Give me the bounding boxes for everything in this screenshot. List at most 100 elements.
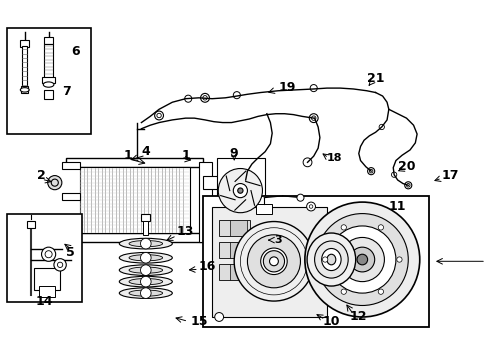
Bar: [212, 207, 327, 317]
Ellipse shape: [321, 248, 341, 271]
Bar: [230, 242, 247, 258]
Bar: [62, 162, 79, 170]
Circle shape: [341, 289, 346, 294]
Circle shape: [263, 251, 285, 272]
Bar: [230, 264, 247, 280]
Bar: [62, 221, 79, 229]
Circle shape: [378, 289, 384, 294]
Circle shape: [42, 247, 56, 261]
Text: 13: 13: [177, 225, 194, 238]
Circle shape: [218, 168, 263, 213]
Text: 9: 9: [230, 147, 239, 160]
Ellipse shape: [119, 288, 172, 298]
Circle shape: [397, 257, 402, 262]
Ellipse shape: [129, 290, 163, 296]
Bar: [199, 162, 212, 242]
Bar: [219, 220, 250, 236]
Bar: [203, 207, 221, 220]
Text: 18: 18: [326, 153, 342, 163]
Ellipse shape: [43, 82, 54, 87]
Bar: [21, 86, 28, 93]
Text: 4: 4: [142, 145, 150, 158]
Circle shape: [141, 276, 151, 287]
Circle shape: [392, 172, 397, 177]
Bar: [256, 204, 272, 215]
Circle shape: [378, 225, 384, 230]
Text: 20: 20: [398, 160, 415, 173]
Text: 19: 19: [278, 81, 296, 94]
Text: 15: 15: [190, 315, 208, 328]
Bar: [203, 176, 221, 189]
Circle shape: [340, 238, 385, 282]
Text: 11: 11: [389, 200, 406, 213]
Circle shape: [357, 254, 368, 265]
Circle shape: [341, 225, 346, 230]
Bar: [53, 229, 75, 242]
Circle shape: [254, 233, 268, 247]
Circle shape: [305, 202, 420, 317]
Text: 14: 14: [35, 296, 53, 309]
Circle shape: [54, 258, 66, 271]
Text: 6: 6: [71, 45, 79, 58]
Text: 21: 21: [367, 72, 384, 85]
Circle shape: [329, 226, 396, 293]
Circle shape: [261, 248, 287, 275]
Bar: [143, 221, 148, 235]
Bar: [43, 77, 55, 83]
Ellipse shape: [119, 276, 172, 287]
Bar: [44, 37, 53, 44]
Ellipse shape: [307, 233, 356, 286]
Bar: [44, 90, 53, 99]
Ellipse shape: [20, 87, 29, 92]
Circle shape: [141, 252, 151, 263]
Bar: [256, 246, 292, 277]
Bar: [26, 221, 35, 228]
Bar: [142, 213, 150, 221]
Text: 12: 12: [349, 310, 367, 324]
Bar: [219, 264, 250, 280]
Circle shape: [307, 202, 316, 211]
Circle shape: [317, 213, 408, 306]
Bar: [217, 158, 265, 220]
Circle shape: [233, 184, 247, 198]
Ellipse shape: [129, 255, 163, 261]
Ellipse shape: [129, 279, 163, 285]
Bar: [49, 238, 62, 246]
Text: 1: 1: [181, 149, 190, 162]
Circle shape: [200, 93, 209, 102]
Text: 17: 17: [442, 169, 460, 182]
Bar: [66, 233, 203, 242]
Circle shape: [322, 257, 328, 262]
Circle shape: [233, 92, 241, 99]
Bar: [66, 158, 203, 167]
Circle shape: [379, 124, 385, 130]
Text: 16: 16: [199, 260, 217, 273]
Ellipse shape: [119, 265, 172, 275]
Circle shape: [247, 235, 300, 288]
Circle shape: [141, 265, 151, 275]
Text: 2: 2: [37, 169, 46, 182]
Text: 5: 5: [66, 246, 75, 259]
Text: 7: 7: [62, 85, 71, 98]
Bar: [219, 242, 250, 258]
Circle shape: [405, 182, 412, 189]
Ellipse shape: [129, 267, 163, 273]
Bar: [20, 40, 29, 46]
Ellipse shape: [119, 238, 172, 249]
Bar: [39, 286, 55, 297]
Ellipse shape: [327, 254, 336, 265]
Bar: [22, 46, 27, 90]
Bar: [34, 268, 60, 291]
Circle shape: [241, 176, 250, 184]
Circle shape: [297, 194, 304, 201]
Ellipse shape: [119, 252, 172, 263]
Bar: [62, 193, 79, 200]
Text: 10: 10: [322, 315, 340, 328]
Circle shape: [215, 312, 223, 321]
Circle shape: [238, 188, 243, 193]
Text: 3: 3: [274, 235, 282, 245]
Bar: [230, 220, 247, 236]
Circle shape: [270, 257, 278, 266]
Circle shape: [155, 111, 164, 120]
Circle shape: [303, 158, 312, 167]
